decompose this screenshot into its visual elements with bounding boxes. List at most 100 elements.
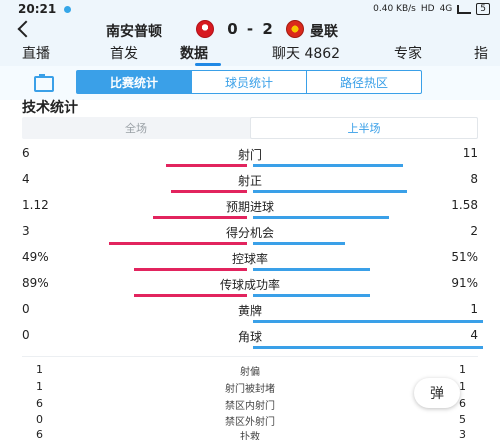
stat-away-value: 11 <box>462 146 478 160</box>
stat-home-value: 49% <box>22 250 49 264</box>
battery-icon: 5 <box>476 3 490 15</box>
match-score: 0 - 2 <box>227 20 275 38</box>
simple-stat-label: 射偏 <box>240 367 260 378</box>
stat-row-pass-accuracy: 89% 传球成功率 91% <box>0 276 500 304</box>
stat-away-bar <box>253 190 407 193</box>
stat-home-bar <box>166 164 247 167</box>
network-speed: 0.40 KB/s <box>373 4 416 14</box>
segment-match-stats[interactable]: 比赛统计 <box>77 71 192 93</box>
active-tab-indicator <box>195 63 221 66</box>
stat-label: 传球成功率 <box>219 278 280 292</box>
stat-away-value: 1.58 <box>451 198 478 212</box>
simple-home-value: 6 <box>36 428 43 440</box>
match-header: 南安普顿 0 - 2 曼联 <box>0 18 500 40</box>
simple-home-value: 6 <box>36 397 43 410</box>
tab-index[interactable]: 指 <box>474 46 488 62</box>
stats-segment-control: 比赛统计 球员统计 路径热区 <box>76 70 422 94</box>
stat-away-bar <box>253 320 483 323</box>
back-arrow-icon[interactable] <box>14 20 34 40</box>
stat-home-bar <box>134 294 247 297</box>
home-team-crest-icon <box>196 20 214 38</box>
hd-badge: HD <box>420 4 435 14</box>
simple-stat-shots-blocked: 1 射门被封堵 1 <box>0 380 500 396</box>
simple-stat-shots-off-target: 1 射偏 1 <box>0 363 500 379</box>
notification-dot-icon <box>64 6 71 13</box>
stat-label: 射门 <box>237 148 262 162</box>
simple-stat-label: 射门被封堵 <box>225 384 275 395</box>
stat-away-value: 8 <box>470 172 478 186</box>
simple-away-value: 3 <box>459 428 466 440</box>
tab-lineup[interactable]: 首发 <box>110 46 138 62</box>
stat-row-shots: 6 射门 11 <box>0 146 500 174</box>
simple-stat-shots-outside-box: 0 禁区外射门 5 <box>0 413 500 429</box>
period-tab-full-match[interactable]: 全场 <box>125 122 147 135</box>
tab-data[interactable]: 数据 <box>180 46 208 62</box>
stat-away-bar <box>253 346 483 349</box>
period-tabs: 全场 上半场 <box>22 117 478 139</box>
stat-row-big-chances: 3 得分机会 2 <box>0 224 500 252</box>
layout-switch-icon[interactable] <box>34 74 54 92</box>
status-time: 20:21 <box>18 2 57 16</box>
section-title: 技术统计 <box>22 100 78 116</box>
stat-label: 射正 <box>237 174 262 188</box>
danmaku-button[interactable]: 弹 <box>414 378 460 408</box>
simple-stat-label: 禁区外射门 <box>225 417 275 428</box>
simple-home-value: 1 <box>36 380 43 393</box>
stat-away-bar <box>253 268 370 271</box>
stat-away-value: 51% <box>451 250 478 264</box>
stat-away-value: 1 <box>470 302 478 316</box>
home-team-name: 南安普顿 <box>106 24 162 40</box>
status-indicators: 0.40 KB/s HD 4G 5 <box>373 3 490 15</box>
status-bar: 20:21 0.40 KB/s HD 4G 5 <box>0 0 500 18</box>
segment-player-stats[interactable]: 球员统计 <box>192 71 307 93</box>
period-tab-first-half[interactable]: 上半场 <box>250 117 478 139</box>
stat-row-shots-on-target: 4 射正 8 <box>0 172 500 200</box>
stat-home-value: 1.12 <box>22 198 49 212</box>
tab-experts[interactable]: 专家 <box>394 46 422 62</box>
simple-stat-label: 禁区内射门 <box>225 401 275 412</box>
stat-row-possession: 49% 控球率 51% <box>0 250 500 278</box>
stat-home-bar <box>109 242 247 245</box>
segment-heatmap[interactable]: 路径热区 <box>339 75 388 90</box>
main-tab-bar: 直播 首发 数据 聊天 4862 专家 指 <box>0 40 500 66</box>
stat-label: 黄牌 <box>237 304 262 318</box>
stat-home-bar <box>134 268 247 271</box>
stat-home-value: 3 <box>22 224 30 238</box>
stat-home-bar <box>153 216 247 219</box>
signal-label: 4G <box>439 4 453 14</box>
stat-away-value: 4 <box>470 328 478 342</box>
away-team-crest-icon <box>286 20 304 38</box>
tab-chat[interactable]: 聊天 4862 <box>272 46 341 62</box>
simple-stat-saves: 6 扑救 3 <box>0 428 500 440</box>
stat-label: 角球 <box>237 330 262 344</box>
simple-away-value: 6 <box>459 397 466 410</box>
stat-label: 预期进球 <box>225 200 274 214</box>
stats-divider <box>22 356 478 357</box>
stats-segment-area: 比赛统计 球员统计 路径热区 <box>0 66 500 100</box>
stat-away-value: 91% <box>451 276 478 290</box>
stat-away-value: 2 <box>470 224 478 238</box>
stat-away-bar <box>253 164 403 167</box>
tab-live[interactable]: 直播 <box>22 46 50 62</box>
stat-home-value: 6 <box>22 146 30 160</box>
stat-away-bar <box>253 242 345 245</box>
stat-away-bar <box>253 216 389 219</box>
stat-away-bar <box>253 294 370 297</box>
simple-stat-label: 扑救 <box>240 432 260 440</box>
simple-stat-shots-inside-box: 6 禁区内射门 6 <box>0 397 500 413</box>
signal-icon <box>457 4 472 14</box>
simple-away-value: 1 <box>459 363 466 376</box>
away-team-name: 曼联 <box>310 24 338 40</box>
stat-home-value: 0 <box>22 302 30 316</box>
stat-label: 控球率 <box>231 252 268 266</box>
stat-home-value: 0 <box>22 328 30 342</box>
stat-home-value: 89% <box>22 276 49 290</box>
simple-home-value: 0 <box>36 413 43 426</box>
stat-row-yellow-cards: 0 黄牌 1 <box>0 302 500 330</box>
stat-row-corners: 0 角球 4 <box>0 328 500 356</box>
stat-home-bar <box>171 190 247 193</box>
simple-away-value: 5 <box>459 413 466 426</box>
stat-row-expected-goals: 1.12 预期进球 1.58 <box>0 198 500 226</box>
simple-home-value: 1 <box>36 363 43 376</box>
simple-away-value: 1 <box>459 380 466 393</box>
